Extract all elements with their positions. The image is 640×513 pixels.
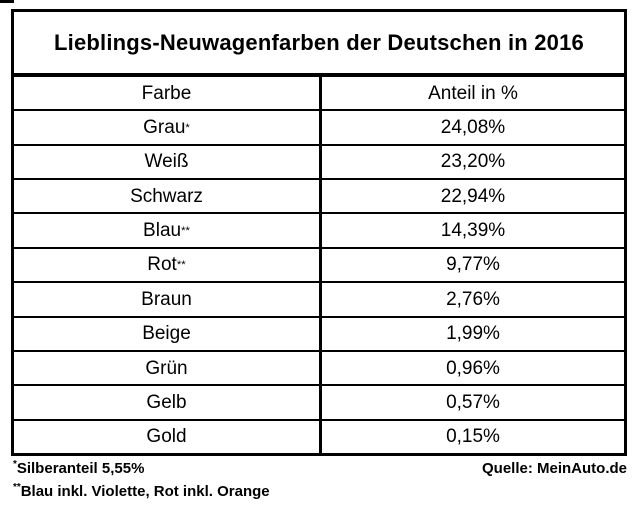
table-row: Schwarz 22,94% [14,180,624,215]
color-name: Gold [146,426,187,448]
color-name: Braun [141,288,192,310]
color-name-cell: Braun [14,283,322,316]
favorite-car-colors-table: Lieblings-Neuwagenfarben der Deutschen i… [11,9,627,456]
share-cell: 14,39% [440,220,506,242]
share-cell: 9,77% [446,254,500,276]
column-header-farbe: Farbe [14,77,322,110]
color-name-cell: Blau ** [14,214,322,247]
color-name: Rot [147,254,177,276]
table-row: Blau ** 14,39% [14,214,624,249]
color-name: Gelb [146,391,187,413]
color-name-cell: Grün [14,351,322,385]
color-name: Schwarz [130,185,203,207]
share-cell: 24,08% [440,117,506,139]
table-row: Rot ** 9,77% [14,248,624,284]
table-row: Braun 2,76% [14,283,624,318]
share-cell: 2,76% [446,288,500,310]
color-name-cell: Gold [14,420,322,453]
footnote-text: Blau inkl. Violette, Rot inkl. Orange [20,483,270,500]
footnote-marker: * [13,459,17,470]
share-cell: 0,96% [446,357,500,379]
column-header-anteil: Anteil in % [428,82,518,104]
footnote-silberanteil: *Silberanteil 5,55% [13,459,145,477]
table-row: Gold 0,15% [14,420,624,453]
share-cell: 23,20% [440,151,506,173]
table-grid: Farbe Anteil in % Grau * 24,08% Weiß 23,2… [14,77,624,453]
color-name-cell: Rot ** [14,248,322,282]
screenshot-crop-artifact [0,0,14,3]
color-name: Beige [142,323,191,345]
share-cell: 0,57% [446,391,500,413]
table-row: Grün 0,96% [14,351,624,387]
share-cell: 22,94% [440,185,506,207]
color-name-cell: Beige [14,317,322,350]
color-name: Grün [145,357,188,379]
color-name-cell: Weiß [14,145,322,179]
footnote-blau-rot: **Blau inkl. Violette, Rot inkl. Orange [13,482,270,500]
share-cell: 0,15% [446,426,500,448]
table-row: Grau * 24,08% [14,111,624,146]
color-name-cell: Schwarz [14,180,322,213]
color-name-cell: Grau * [14,111,322,144]
color-name: Blau [143,220,182,242]
color-name: Weiß [144,151,189,173]
table-row: Gelb 0,57% [14,386,624,421]
color-name-cell: Gelb [14,386,322,419]
share-cell: 1,99% [446,323,500,345]
footnote-text: Silberanteil 5,55% [16,460,145,477]
table-header-row: Farbe Anteil in % [14,77,624,112]
color-name: Grau [143,117,186,139]
source-credit: Quelle: MeinAuto.de [481,460,627,477]
table-row: Beige 1,99% [14,317,624,352]
footnote-marker: ** [13,482,21,493]
table-row: Weiß 23,20% [14,145,624,181]
table-title: Lieblings-Neuwagenfarben der Deutschen i… [14,12,624,77]
